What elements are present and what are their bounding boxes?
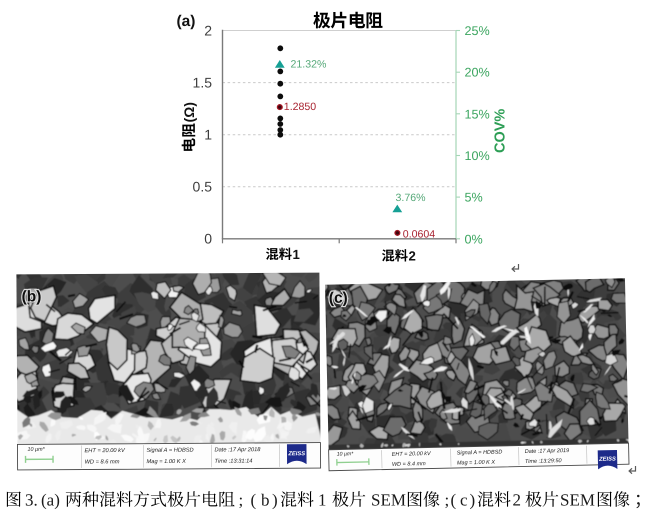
svg-text:Signal A = HDBSD: Signal A = HDBSD	[457, 449, 503, 456]
svg-text:;: ;	[445, 491, 450, 510]
svg-text:(a): (a)	[177, 13, 196, 30]
svg-text:0.0604: 0.0604	[403, 228, 436, 240]
svg-text:3.76%: 3.76%	[396, 192, 427, 204]
svg-text:0%: 0%	[465, 232, 483, 246]
svg-text:(b): (b)	[21, 288, 41, 305]
svg-text:10 µm*: 10 µm*	[337, 451, 355, 457]
svg-text:(a): (a)	[41, 491, 60, 510]
svg-text:Time :13:29:50: Time :13:29:50	[525, 458, 563, 465]
svg-text:b: b	[261, 491, 270, 510]
svg-text:(c): (c)	[329, 290, 348, 307]
svg-text:Time :13:31:14: Time :13:31:14	[215, 457, 253, 464]
svg-text:3.: 3.	[25, 491, 38, 510]
svg-text:0: 0	[204, 231, 212, 247]
svg-text:ZEISS: ZEISS	[287, 450, 305, 457]
svg-text:;: ;	[239, 491, 244, 510]
svg-text:Signal A = HDBSD: Signal A = HDBSD	[146, 447, 193, 454]
svg-text:Date :17 Apr 2019: Date :17 Apr 2019	[525, 448, 570, 455]
svg-text:COV%: COV%	[493, 109, 509, 153]
svg-text:EHT = 20.00 kV: EHT = 20.00 kV	[392, 451, 432, 458]
svg-text:15%: 15%	[465, 107, 490, 121]
svg-text:25%: 25%	[465, 24, 490, 38]
svg-text:Date :17 Apr 2018: Date :17 Apr 2018	[214, 447, 261, 453]
svg-text:2: 2	[513, 491, 522, 510]
svg-text:1.5: 1.5	[193, 75, 213, 91]
svg-text:；: ；	[634, 491, 651, 510]
svg-text:WD = 8.6 mm: WD = 8.6 mm	[85, 459, 120, 465]
svg-text:2: 2	[409, 248, 416, 263]
svg-text:1: 1	[204, 127, 212, 143]
svg-text:SEM: SEM	[560, 491, 595, 510]
svg-text:10%: 10%	[465, 149, 490, 163]
svg-text:WD = 8.4 mm: WD = 8.4 mm	[392, 461, 426, 468]
svg-text:SEM: SEM	[371, 491, 406, 510]
svg-text:1: 1	[293, 247, 300, 262]
svg-text:ZEISS: ZEISS	[598, 455, 616, 462]
svg-text:EHT = 20.00 kV: EHT = 20.00 kV	[84, 447, 126, 454]
svg-text:): )	[272, 491, 278, 510]
svg-text:1.2850: 1.2850	[284, 101, 317, 113]
svg-text:c: c	[460, 491, 468, 510]
svg-text:0.5: 0.5	[193, 179, 213, 195]
svg-text:1: 1	[318, 491, 327, 510]
svg-text:(: (	[251, 491, 257, 510]
svg-text:(Ω): (Ω)	[182, 102, 197, 122]
svg-text:2: 2	[204, 22, 212, 38]
svg-text:(: (	[451, 491, 457, 510]
svg-text:20%: 20%	[465, 66, 490, 80]
svg-text:21.32%: 21.32%	[291, 59, 328, 71]
svg-text:10 µm*: 10 µm*	[27, 447, 45, 453]
svg-text:Mag = 1.00 K X: Mag = 1.00 K X	[147, 459, 187, 465]
svg-text:5%: 5%	[465, 191, 483, 205]
svg-text:): )	[470, 491, 476, 510]
svg-text:Mag = 1.00 K X: Mag = 1.00 K X	[457, 460, 496, 467]
